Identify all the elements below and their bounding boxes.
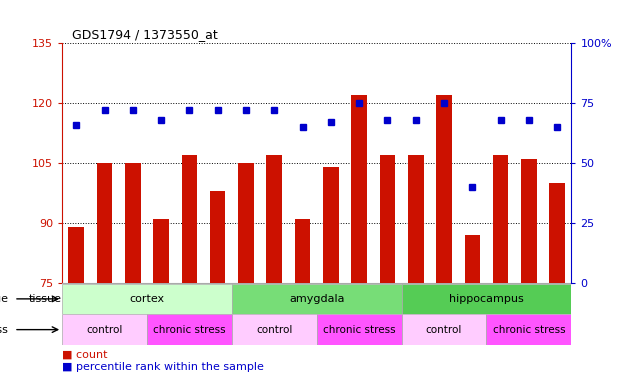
Text: ■ count: ■ count [62, 350, 107, 359]
Text: tissue: tissue [0, 294, 8, 304]
Bar [68, 227, 84, 283]
Bar [238, 163, 254, 283]
Bar [465, 235, 480, 283]
Bar [62, 314, 147, 345]
Text: chronic stress: chronic stress [492, 325, 565, 334]
Bar [351, 95, 367, 283]
Text: GDS1794 / 1373550_at: GDS1794 / 1373550_at [72, 28, 218, 40]
Text: chronic stress: chronic stress [153, 325, 225, 334]
Bar [402, 314, 486, 345]
Bar [323, 167, 338, 283]
Text: control: control [256, 325, 292, 334]
Bar [125, 163, 140, 283]
Bar [493, 155, 509, 283]
Text: control: control [426, 325, 462, 334]
Text: tissue: tissue [29, 294, 62, 304]
Bar [97, 163, 112, 283]
Text: amygdala: amygdala [289, 294, 345, 304]
Bar [408, 155, 424, 283]
Bar [317, 314, 402, 345]
Bar [232, 314, 317, 345]
Bar [62, 284, 232, 314]
Bar [295, 219, 310, 283]
Bar [181, 155, 197, 283]
Bar [379, 155, 395, 283]
Bar [521, 159, 537, 283]
Bar [486, 314, 571, 345]
Bar [153, 219, 169, 283]
Text: chronic stress: chronic stress [323, 325, 396, 334]
Text: stress: stress [0, 325, 8, 334]
Bar [436, 95, 452, 283]
Text: hippocampus: hippocampus [449, 294, 524, 304]
Text: cortex: cortex [129, 294, 165, 304]
Bar [147, 314, 232, 345]
Text: control: control [86, 325, 123, 334]
Bar [550, 183, 565, 283]
Bar [266, 155, 282, 283]
Text: ■ percentile rank within the sample: ■ percentile rank within the sample [62, 363, 264, 372]
Bar [402, 284, 571, 314]
Bar [210, 191, 225, 283]
Bar [232, 284, 402, 314]
